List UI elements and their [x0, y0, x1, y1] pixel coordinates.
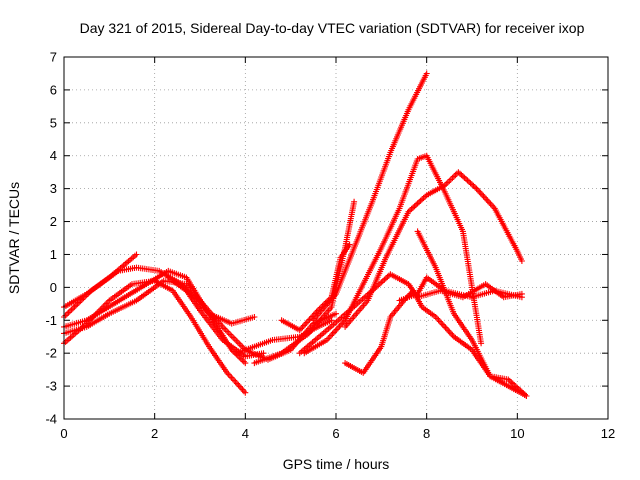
- series-marks: [414, 228, 530, 399]
- series-track-1: [61, 251, 140, 311]
- series-marks: [396, 274, 525, 304]
- y-axis-ticks: -4 -3 -2 -1 0 1 2 3 4 5 6 7: [45, 50, 608, 427]
- x-axis-ticks: 0 2 4 6 8 10 12: [60, 57, 615, 441]
- y-tick-label: -1: [45, 313, 57, 328]
- x-tick-label: 6: [332, 426, 339, 441]
- series-track-6: [165, 274, 258, 327]
- series-marks: [165, 274, 258, 327]
- chart-title: Day 321 of 2015, Sidereal Day-to-day VTE…: [80, 20, 585, 36]
- series-track-12: [310, 70, 430, 324]
- x-tick-label: 4: [242, 426, 249, 441]
- y-tick-label: 6: [50, 82, 57, 97]
- y-tick-label: 3: [50, 181, 57, 196]
- y-tick-label: 5: [50, 115, 57, 130]
- series-marks: [342, 287, 530, 399]
- series-track-11: [296, 271, 525, 357]
- y-tick-label: -3: [45, 379, 57, 394]
- y-axis-label: SDTVAR / TECUs: [6, 182, 22, 294]
- x-axis-label: GPS time / hours: [283, 456, 390, 472]
- y-tick-label: 4: [50, 148, 57, 163]
- series-marks: [61, 251, 140, 311]
- series-marks: [342, 169, 525, 330]
- x-tick-label: 8: [423, 426, 430, 441]
- series-track-16: [396, 274, 525, 304]
- series-track-13: [342, 169, 525, 330]
- y-tick-label: 2: [50, 214, 57, 229]
- grid: [64, 57, 608, 419]
- y-tick-label: 1: [50, 247, 57, 262]
- plot-marks: [61, 70, 530, 399]
- x-tick-label: 0: [60, 426, 67, 441]
- x-tick-label: 12: [601, 426, 615, 441]
- y-tick-label: 7: [50, 50, 57, 65]
- x-tick-label: 2: [151, 426, 158, 441]
- y-tick-label: -2: [45, 346, 57, 361]
- series-track-15: [414, 228, 530, 399]
- series-marks: [310, 70, 430, 324]
- y-tick-label: -4: [45, 412, 57, 427]
- series-track-14: [342, 287, 530, 399]
- series-marks: [296, 271, 525, 357]
- x-tick-label: 10: [510, 426, 524, 441]
- y-tick-label: 0: [50, 280, 57, 295]
